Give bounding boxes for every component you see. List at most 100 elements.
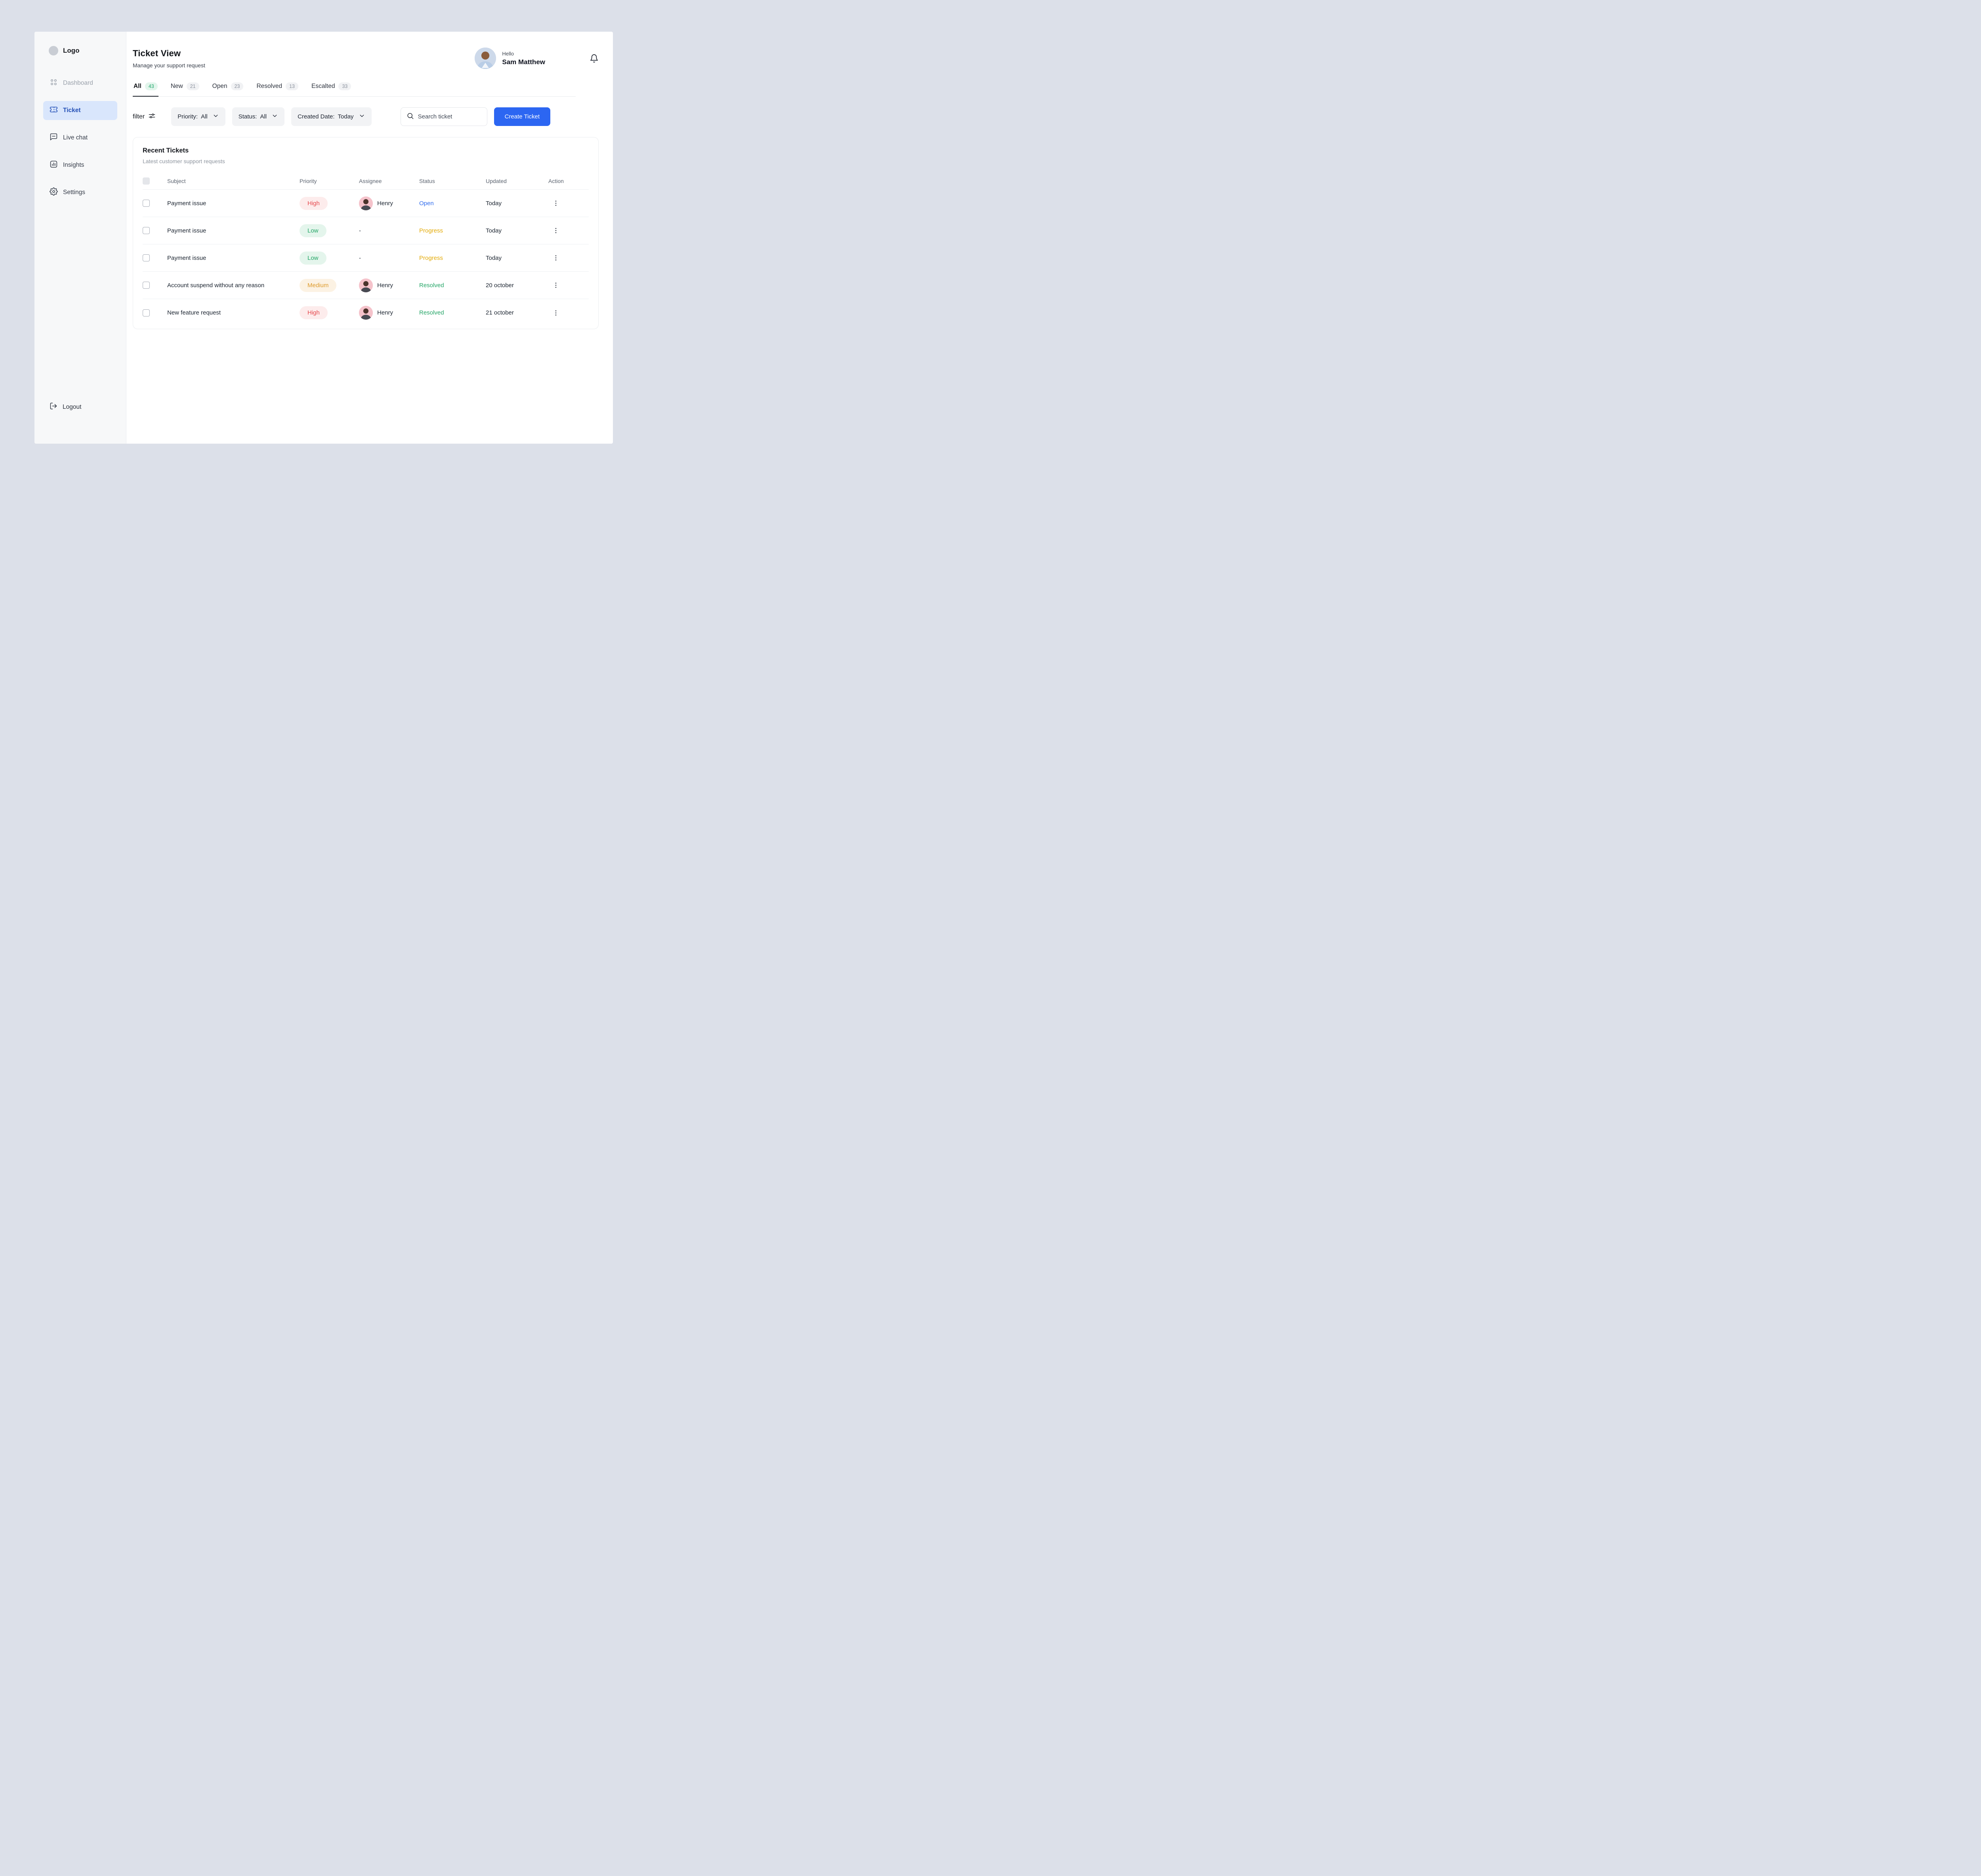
greeting: Hello (502, 50, 514, 57)
tab-open[interactable]: Open 23 (212, 81, 244, 97)
assignee-avatar (359, 278, 373, 292)
priority-badge: High (300, 196, 328, 210)
user-profile[interactable]: Hello Sam Matthew (475, 48, 545, 69)
sidebar-nav: Dashboard Ticket Live chat Insights Sett… (34, 74, 126, 202)
notification-bell-icon[interactable] (590, 54, 599, 63)
priority-badge: Low (300, 224, 326, 237)
dropdown-value: All (201, 113, 208, 120)
ticket-subject: Payment issue (167, 227, 206, 234)
filter-row: filter Priority: All Status: All Created… (133, 107, 550, 126)
status-dropdown[interactable]: Status: All (232, 107, 285, 126)
assignee-avatar (359, 196, 373, 210)
row-checkbox[interactable] (143, 254, 150, 261)
chevron-down-icon (270, 112, 278, 121)
updated-date: Today (486, 227, 502, 234)
logo-text: Logo (63, 47, 80, 54)
tab-count-badge: 33 (338, 82, 351, 90)
page-subtitle: Manage your support request (133, 62, 205, 69)
row-actions-kebab-icon[interactable] (548, 225, 563, 236)
logout-icon (50, 402, 57, 412)
sidebar-item-dashboard[interactable]: Dashboard (43, 74, 117, 93)
priority-dropdown[interactable]: Priority: All (171, 107, 225, 126)
row-checkbox[interactable] (143, 227, 150, 234)
updated-date: Today (486, 254, 502, 261)
updated-date: 20 october (486, 282, 514, 289)
sidebar-item-ticket[interactable]: Ticket (43, 101, 117, 120)
search-ticket-box (400, 107, 487, 126)
column-header-action: Action (548, 177, 564, 184)
select-all-checkbox[interactable] (143, 177, 150, 185)
sidebar-item-live-chat[interactable]: Live chat (43, 128, 117, 147)
tab-count-badge: 13 (286, 82, 298, 90)
table-row: Account suspend without any reason Mediu… (143, 272, 589, 299)
sidebar-item-insights[interactable]: Insights (43, 156, 117, 175)
tabs: All 43 New 21 Open 23 Resolved 13 Escalt… (133, 81, 576, 97)
chevron-down-icon (211, 112, 219, 121)
table-row: Payment issue Low - Progress Today (143, 244, 589, 272)
priority-badge: Medium (300, 278, 337, 292)
tab-count-badge: 23 (231, 82, 244, 90)
ticket-subject: Payment issue (167, 200, 206, 207)
table-row: Payment issue High Henry Open Today (143, 190, 589, 217)
ticket-subject: Account suspend without any reason (167, 282, 265, 289)
tab-count-badge: 21 (186, 82, 199, 90)
priority-badge: High (300, 306, 328, 319)
sidebar-item-settings[interactable]: Settings (43, 183, 117, 202)
main-content: Ticket View Manage your support request … (126, 32, 613, 444)
tab-new[interactable]: New 21 (170, 81, 200, 97)
status-text: Resolved (419, 309, 444, 316)
search-input[interactable] (418, 113, 481, 120)
tab-label: Resolved (256, 83, 282, 90)
row-checkbox[interactable] (143, 200, 150, 207)
table-header: Subject Priority Assignee Status Updated… (143, 172, 589, 190)
row-actions-kebab-icon[interactable] (548, 307, 563, 319)
tab-resolved[interactable]: Resolved 13 (256, 81, 299, 97)
user-text: Hello Sam Matthew (502, 51, 545, 66)
card-subtitle: Latest customer support requests (143, 158, 225, 164)
logout-button[interactable]: Logout (34, 402, 126, 412)
assignee-cell: - (359, 255, 419, 261)
updated-date: Today (486, 200, 502, 207)
table-row: Payment issue Low - Progress Today (143, 217, 589, 244)
logo: Logo (34, 46, 126, 55)
assignee-avatar (359, 306, 373, 320)
dropdown-label: Created Date: (298, 113, 335, 120)
ticket-subject: Payment issue (167, 254, 206, 261)
recent-tickets-card: Recent Tickets Latest customer support r… (133, 137, 599, 329)
tab-count-badge: 43 (145, 82, 158, 90)
ticket-icon (50, 105, 58, 116)
tab-all[interactable]: All 43 (133, 81, 158, 97)
topbar: Ticket View Manage your support request … (133, 48, 599, 69)
status-text: Progress (419, 254, 443, 261)
tab-label: Open (212, 83, 227, 90)
create-ticket-button[interactable]: Create Ticket (494, 107, 550, 126)
bar-chart-icon (50, 160, 58, 170)
assignee-cell: - (359, 227, 419, 234)
sidebar-item-label: Dashboard (63, 80, 93, 86)
assignee-cell: Henry (359, 306, 419, 320)
sidebar-item-label: Live chat (63, 134, 88, 141)
app-window: Logo Dashboard Ticket Live chat Insights… (34, 32, 613, 444)
row-checkbox[interactable] (143, 282, 150, 289)
row-actions-kebab-icon[interactable] (548, 279, 563, 291)
logout-label: Logout (63, 403, 82, 410)
row-checkbox[interactable] (143, 309, 150, 316)
dashboard-grid-icon (50, 78, 58, 88)
filter-toggle[interactable]: filter (133, 112, 156, 122)
column-header-priority: Priority (300, 177, 317, 184)
ticket-subject: New feature request (167, 309, 221, 316)
card-title: Recent Tickets (143, 147, 189, 154)
tab-escalted[interactable]: Escalted 33 (311, 81, 352, 97)
assignee-name: Henry (377, 282, 393, 289)
status-text: Open (419, 200, 434, 207)
column-header-subject: Subject (167, 177, 186, 184)
chat-bubble-icon (50, 133, 58, 143)
tab-label: All (134, 83, 141, 90)
gear-icon (50, 187, 58, 198)
row-actions-kebab-icon[interactable] (548, 197, 563, 209)
row-actions-kebab-icon[interactable] (548, 252, 563, 264)
title-block: Ticket View Manage your support request (133, 48, 205, 69)
status-text: Resolved (419, 282, 444, 289)
status-text: Progress (419, 227, 443, 234)
created-date-dropdown[interactable]: Created Date: Today (291, 107, 372, 126)
